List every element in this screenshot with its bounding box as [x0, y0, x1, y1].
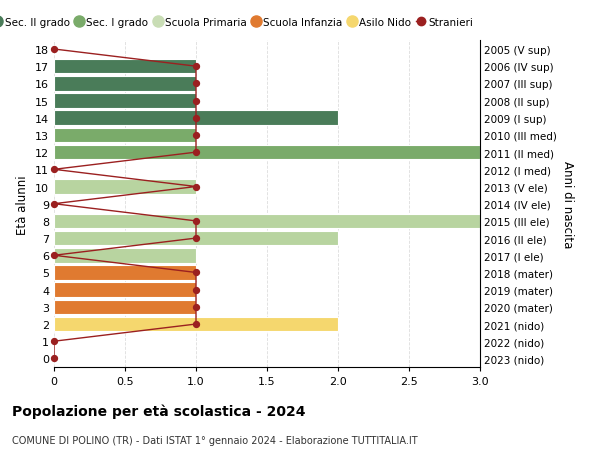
- Point: [191, 303, 201, 311]
- Y-axis label: Età alunni: Età alunni: [16, 174, 29, 234]
- Point: [49, 355, 59, 362]
- Point: [191, 98, 201, 105]
- Point: [191, 269, 201, 276]
- Bar: [54, 111, 338, 126]
- Point: [191, 149, 201, 157]
- Y-axis label: Anni di nascita: Anni di nascita: [561, 161, 574, 248]
- Point: [191, 80, 201, 88]
- Point: [191, 132, 201, 140]
- Text: COMUNE DI POLINO (TR) - Dati ISTAT 1° gennaio 2024 - Elaborazione TUTTITALIA.IT: COMUNE DI POLINO (TR) - Dati ISTAT 1° ge…: [12, 435, 418, 445]
- Bar: [54, 266, 196, 280]
- Point: [49, 252, 59, 259]
- Legend: Sec. II grado, Sec. I grado, Scuola Primaria, Scuola Infanzia, Asilo Nido, Stran: Sec. II grado, Sec. I grado, Scuola Prim…: [0, 14, 477, 32]
- Point: [49, 166, 59, 174]
- Bar: [54, 300, 196, 314]
- Bar: [54, 77, 196, 91]
- Point: [49, 46, 59, 54]
- Point: [191, 235, 201, 242]
- Text: Popolazione per età scolastica - 2024: Popolazione per età scolastica - 2024: [12, 404, 305, 419]
- Point: [49, 201, 59, 208]
- Bar: [54, 214, 480, 229]
- Point: [49, 338, 59, 345]
- Point: [191, 115, 201, 122]
- Bar: [54, 283, 196, 297]
- Point: [191, 286, 201, 294]
- Point: [191, 63, 201, 71]
- Point: [191, 218, 201, 225]
- Bar: [54, 129, 196, 143]
- Point: [191, 321, 201, 328]
- Bar: [54, 248, 196, 263]
- Bar: [54, 180, 196, 195]
- Bar: [54, 231, 338, 246]
- Bar: [54, 60, 196, 74]
- Bar: [54, 146, 480, 160]
- Bar: [54, 317, 338, 331]
- Bar: [54, 94, 196, 109]
- Point: [191, 184, 201, 191]
